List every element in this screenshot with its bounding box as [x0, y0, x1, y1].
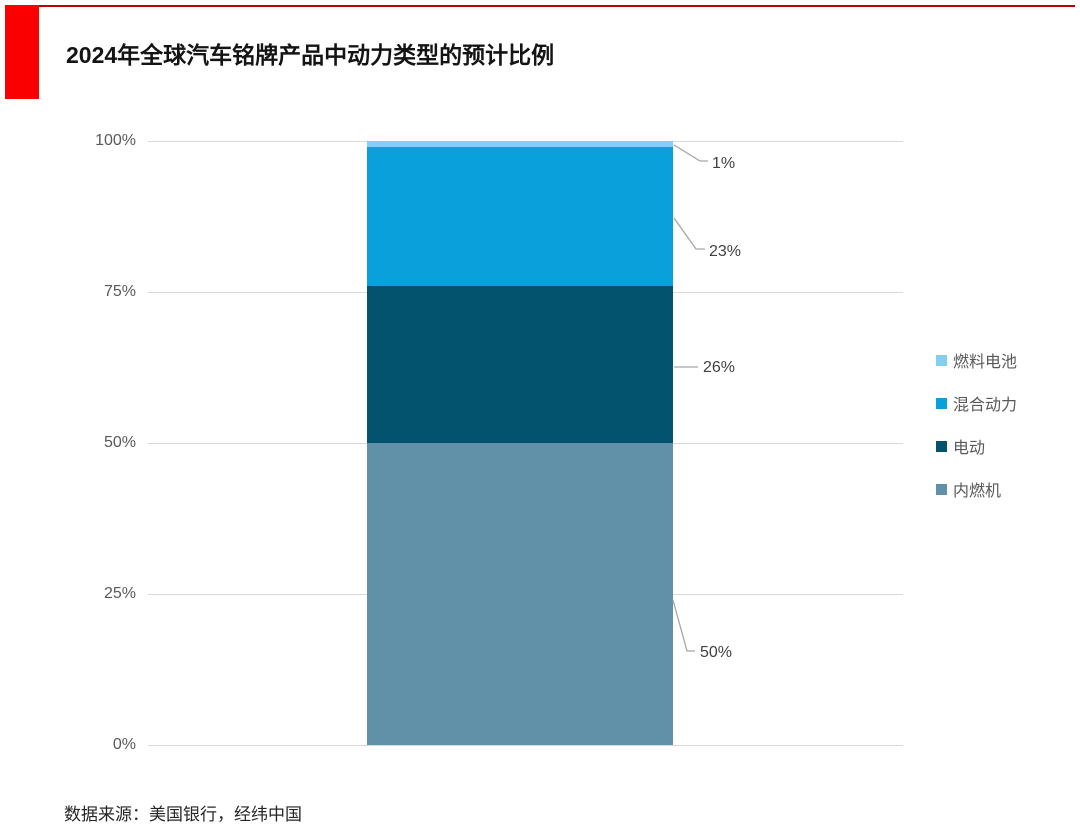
y-tick-0: 0% — [112, 736, 136, 753]
legend-item-electric: 电动 — [936, 436, 1017, 457]
legend-label-fuel-cell: 燃料电池 — [953, 354, 1018, 371]
gridline-0 — [148, 745, 903, 746]
y-tick-100: 100% — [95, 132, 136, 149]
legend-item-hybrid: 混合动力 — [936, 393, 1018, 414]
data-label-ice: 50% — [700, 644, 733, 661]
data-label-electric: 26% — [703, 359, 736, 376]
legend-label-ice: 内燃机 — [953, 483, 1002, 500]
chart-legend: 燃料电池 混合动力 电动 内燃机 — [936, 350, 1017, 522]
y-tick-25: 25% — [103, 585, 136, 602]
legend-swatch-fuel-cell — [936, 354, 947, 366]
bar-segment-electric — [367, 286, 673, 443]
legend-swatch-electric — [936, 440, 947, 452]
bar-segment-hybrid — [367, 147, 673, 286]
legend-item-fuel-cell: 燃料电池 — [936, 350, 1018, 371]
data-label-fuel-cell: 1% — [712, 155, 736, 172]
legend-swatch-hybrid — [936, 397, 947, 409]
top-accent-rule — [36, 5, 1075, 7]
legend-item-ice: 内燃机 — [936, 479, 1017, 500]
bar-segment-ice — [367, 443, 673, 745]
bar-segment-fuel-cell — [367, 141, 673, 147]
legend-label-hybrid: 混合动力 — [953, 397, 1018, 414]
legend-swatch-ice — [936, 483, 947, 495]
red-accent-block — [5, 5, 39, 99]
page-title: 2024年全球汽车铭牌产品中动力类型的预计比例 — [66, 42, 555, 68]
y-tick-50: 50% — [103, 434, 136, 451]
legend-label-electric: 电动 — [953, 440, 986, 457]
data-label-hybrid: 23% — [709, 243, 742, 260]
y-tick-75: 75% — [103, 283, 136, 300]
data-source-note: 数据来源：美国银行，经纬中国 — [64, 805, 302, 824]
